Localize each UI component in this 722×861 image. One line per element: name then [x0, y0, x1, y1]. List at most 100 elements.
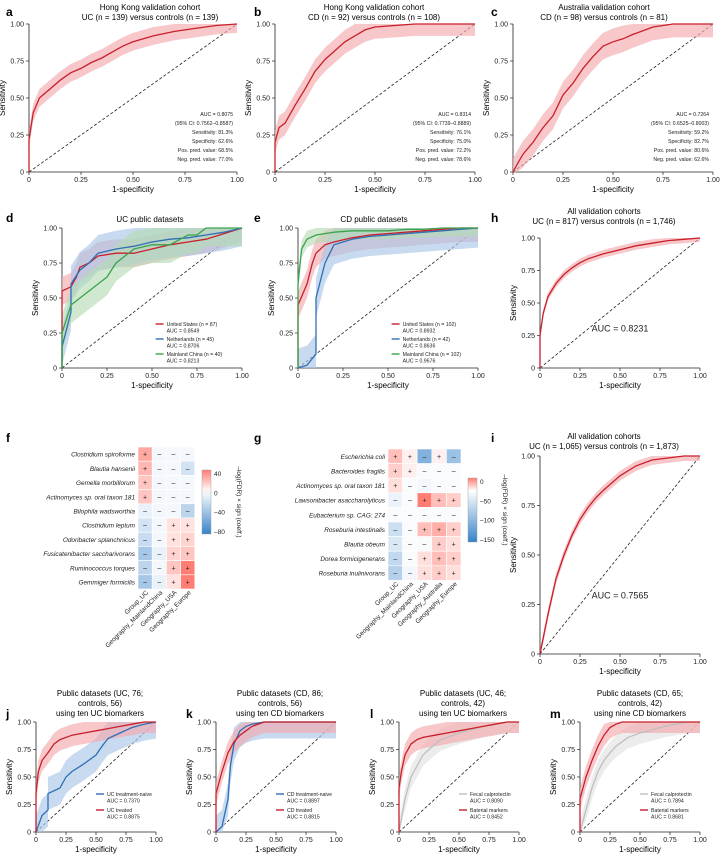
heatmap-column-label: Geography_MainlandChina [104, 589, 164, 649]
legend-name: UC treatment-naive [107, 792, 152, 798]
stat-line: Pos. pred. value: 72.2% [416, 148, 471, 154]
heatmap-sign: + [143, 480, 147, 487]
ci-band-red [399, 722, 519, 832]
y-tick-label: 0.50 [494, 96, 508, 103]
heatmap-sign: + [143, 452, 147, 459]
y-tick-label: 0 [27, 830, 31, 837]
panel-label-a: a [6, 5, 13, 19]
y-axis-label: Sensitivity [482, 80, 491, 116]
y-tick-label: 1.00 [279, 226, 293, 233]
x-axis-label: 1-specificity [619, 845, 661, 854]
roc-line-red [398, 721, 519, 832]
heatmap-sign: – [437, 483, 441, 490]
chance-diagonal [28, 23, 238, 173]
y-axis-label: Sensitivity [509, 537, 518, 573]
heatmap-sign: – [408, 571, 412, 578]
x-tick-label: 1.00 [693, 373, 707, 380]
legend-name: United States (n = 102) [403, 322, 457, 328]
title-j-line2: controls, 56) [78, 699, 122, 708]
legend-auc: AUC = 0.8636 [403, 344, 436, 350]
x-tick-label: 1.00 [329, 837, 343, 844]
title-a-line1: Hong Kong validation cohort [100, 3, 201, 12]
x-tick-label: 0.75 [482, 837, 496, 844]
heatmap-sign: – [157, 551, 161, 558]
stat-line: AUC = 0.8075 [200, 112, 233, 118]
title-m-line2: controls, 42) [618, 699, 662, 708]
heatmap-sign: + [171, 523, 175, 530]
y-tick-label: 0.75 [380, 747, 394, 754]
y-tick-label: 0.25 [43, 331, 57, 338]
x-tick-label: 0.25 [336, 373, 350, 380]
heatmap-sign: + [422, 498, 426, 505]
legend-name: Fecal calprotectin [651, 792, 692, 798]
y-axis-label: Sensitivity [368, 759, 377, 795]
x-tick-label: 0.25 [422, 837, 436, 844]
legend-auc: AUC = 0.7894 [651, 799, 684, 805]
heatmap-sign: – [452, 483, 456, 490]
heatmap-row-label: Clostridium leptum [82, 523, 136, 530]
heatmap-sign: + [422, 556, 426, 563]
legend-auc: AUC = 0.8815 [287, 815, 320, 821]
heatmap-sign: – [452, 512, 456, 519]
heatmap-sign: – [172, 508, 176, 515]
stat-line: Sensitivity: 59.2% [668, 130, 709, 136]
heatmap-sign: + [437, 498, 441, 505]
x-tick-label: 0 [214, 837, 218, 844]
roc-chart-b: 00 0.25 0.25 0.50 0.50 0.75 0.75 1.00 1.00 1-spec… [244, 22, 482, 195]
heatmap-sign: + [171, 551, 175, 558]
y-tick-label: 0.50 [256, 96, 270, 103]
x-tick-label: 1.00 [693, 837, 707, 844]
roc-chart-h: 00 0.25 0.25 0.50 0.50 0.75 0.75 1.00 1.00 1-spec… [509, 236, 707, 391]
x-axis-label: 1-specificity [255, 845, 297, 854]
y-tick-label: 0.25 [279, 331, 293, 338]
heatmap-sign: – [186, 466, 190, 473]
panel-label-b: b [254, 5, 261, 19]
heatmap-sign: – [143, 523, 147, 530]
heatmap-sign: + [452, 556, 456, 563]
y-tick-label: 1.00 [256, 22, 270, 29]
y-tick-label: 0.75 [17, 747, 31, 754]
y-tick-label: 0.75 [279, 261, 293, 268]
y-tick-label: 1.00 [17, 720, 31, 727]
y-tick-label: 0.75 [10, 59, 24, 66]
y-axis-label: Sensitivity [185, 759, 194, 795]
x-axis-label: 1-specificity [112, 185, 154, 194]
roc-chart-j: 00 0.25 0.25 0.50 0.50 0.75 0.75 1.00 1.00 1-spec… [5, 720, 163, 855]
legend-auc: AUC = 0.8452 [470, 815, 503, 821]
heatmap-sign: + [143, 494, 147, 501]
panel-label-i: i [491, 431, 494, 445]
heatmap-sign: + [171, 565, 175, 572]
heatmap-sign: + [437, 556, 441, 563]
ci-band-red [29, 24, 237, 172]
x-axis-label: 1-specificity [592, 185, 634, 194]
x-tick-label: 0.50 [452, 837, 466, 844]
stat-line: (95% CI: 0.7739–0.8889) [413, 121, 471, 127]
legend-auc: AUC = 0.8213 [167, 359, 200, 365]
title-e: CD public datasets [340, 215, 407, 224]
heatmap-sign: + [408, 469, 412, 476]
legend-name: UC treated [107, 808, 132, 814]
title-k-line1: Public datasets (CD, 86; [237, 689, 323, 698]
panel-label-l: l [370, 707, 373, 721]
chance-diagonal [274, 23, 476, 173]
chance-diagonal [215, 721, 337, 833]
y-tick-label: 0.75 [43, 261, 57, 268]
heatmap-row-label: Gemmiger formicilis [79, 579, 136, 586]
x-tick-label: 1.00 [235, 373, 249, 380]
y-tick-label: 0.75 [521, 503, 535, 510]
y-tick-label: 0 [266, 170, 270, 177]
title-l-line1: Public datasets (UC, 46; [420, 689, 506, 698]
y-tick-label: 1.00 [521, 236, 535, 243]
heatmap-row-label: Bilophila wadsworthia [74, 508, 136, 515]
y-tick-label: 0.75 [256, 59, 270, 66]
panel-label-d: d [6, 211, 13, 225]
colorbar-tick: –40 [214, 510, 225, 517]
x-tick-label: 0.50 [613, 659, 627, 666]
heatmap-row-label: Gemella morbillorum [76, 480, 136, 487]
x-tick-label: 0 [60, 373, 64, 380]
x-axis-label: 1-specificity [438, 845, 480, 854]
heatmap-sign: – [172, 494, 176, 501]
roc-chart-m: 00 0.25 0.25 0.50 0.50 0.75 0.75 1.00 1.00 1-spec… [549, 720, 707, 855]
heatmap-row-label: Roseburia inulinivorans [319, 571, 386, 578]
